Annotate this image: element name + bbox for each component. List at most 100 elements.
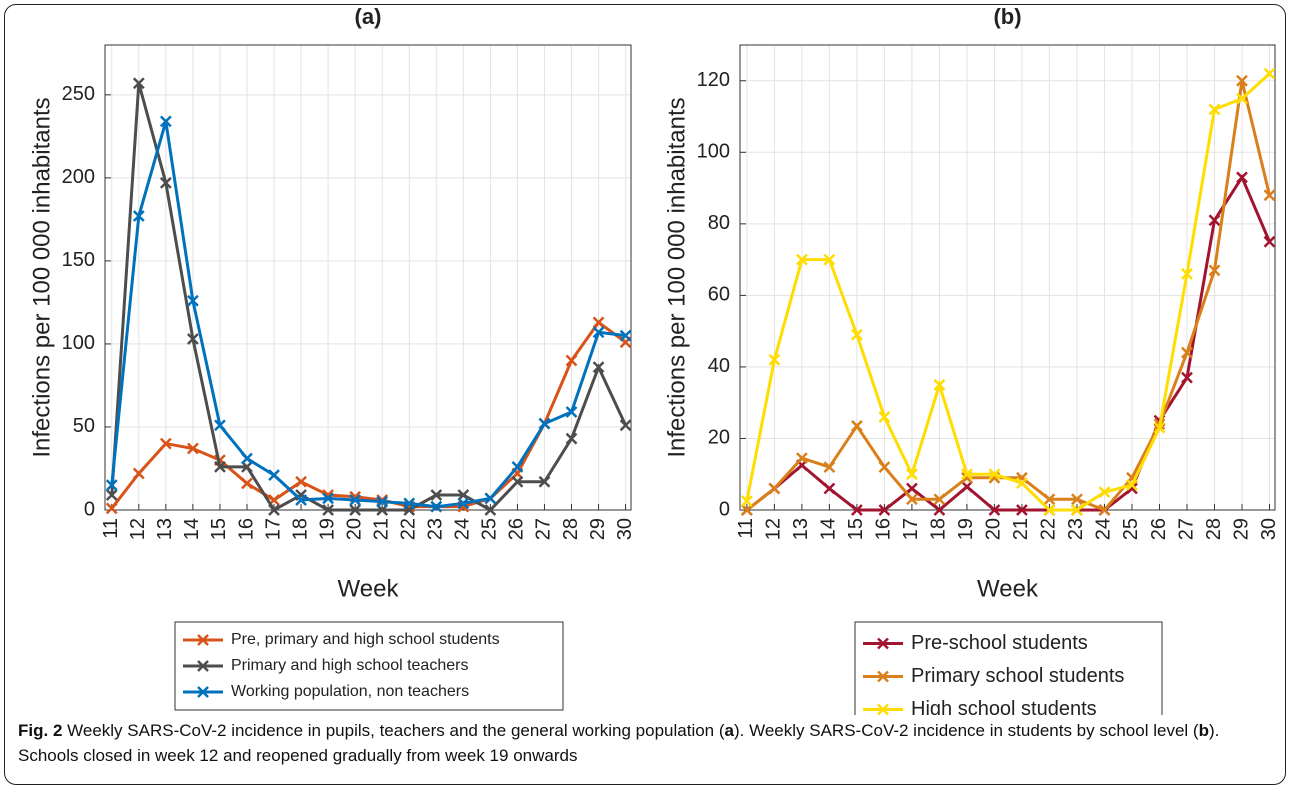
x-tick-label: 26 bbox=[1148, 518, 1170, 540]
x-tick-label: 15 bbox=[208, 518, 230, 540]
marker bbox=[511, 475, 524, 488]
marker bbox=[768, 353, 781, 366]
marker bbox=[851, 420, 863, 432]
marker bbox=[1263, 67, 1276, 80]
marker bbox=[457, 497, 470, 510]
marker bbox=[295, 475, 307, 488]
marker bbox=[906, 482, 918, 495]
x-tick-label: 25 bbox=[479, 518, 501, 540]
marker bbox=[1208, 103, 1221, 116]
series-line bbox=[110, 120, 626, 509]
marker bbox=[268, 469, 280, 482]
plot-area bbox=[740, 45, 1275, 510]
x-tick-label: 24 bbox=[452, 518, 474, 540]
y-tick-label: 60 bbox=[708, 284, 730, 306]
x-tick-label: 20 bbox=[983, 518, 1005, 540]
marker bbox=[768, 482, 781, 495]
marker bbox=[1098, 486, 1111, 498]
x-tick-label: 21 bbox=[1010, 518, 1032, 540]
x-tick-label: 12 bbox=[763, 518, 785, 540]
marker bbox=[796, 452, 808, 465]
y-tick-label: 120 bbox=[697, 69, 730, 91]
x-tick-label: 20 bbox=[343, 518, 365, 540]
caption-text: a bbox=[724, 721, 734, 740]
marker bbox=[1071, 504, 1083, 516]
y-tick-label: 100 bbox=[62, 332, 95, 354]
marker bbox=[1236, 171, 1248, 184]
x-tick-label: 17 bbox=[900, 518, 922, 540]
x-tick-label: 11 bbox=[100, 518, 122, 539]
marker bbox=[740, 504, 753, 516]
figure-frame bbox=[4, 4, 1286, 785]
marker bbox=[1263, 189, 1276, 202]
x-tick-label: 19 bbox=[316, 518, 338, 540]
marker bbox=[268, 504, 280, 516]
marker bbox=[105, 479, 118, 491]
marker bbox=[376, 495, 389, 508]
x-tick-label: 29 bbox=[1230, 518, 1252, 540]
marker bbox=[1263, 235, 1276, 248]
caption-text: b bbox=[1198, 721, 1209, 740]
x-tick-label: 18 bbox=[289, 518, 311, 540]
marker bbox=[1126, 479, 1138, 491]
marker bbox=[565, 406, 578, 418]
legend-label: Pre-school students bbox=[911, 632, 1088, 654]
x-tick-label: 12 bbox=[127, 518, 149, 540]
x-tick-label: 29 bbox=[587, 518, 609, 540]
marker bbox=[851, 504, 863, 516]
legend-label: Pre, primary and high school students bbox=[231, 631, 500, 648]
marker bbox=[349, 504, 362, 516]
marker bbox=[961, 480, 973, 493]
marker bbox=[430, 489, 443, 501]
marker bbox=[796, 253, 808, 266]
y-tick-label: 40 bbox=[708, 355, 730, 377]
x-tick-label: 22 bbox=[1038, 518, 1060, 540]
marker bbox=[159, 437, 172, 450]
marker bbox=[159, 115, 172, 128]
marker bbox=[1016, 504, 1028, 516]
marker bbox=[511, 460, 524, 473]
marker bbox=[1071, 493, 1083, 506]
marker bbox=[933, 378, 946, 391]
y-tick-label: 200 bbox=[62, 166, 95, 188]
marker bbox=[619, 329, 632, 342]
marker bbox=[988, 468, 1001, 481]
marker bbox=[1208, 264, 1221, 277]
legend-marker bbox=[877, 703, 889, 715]
x-tick-label: 24 bbox=[1093, 518, 1115, 540]
series-line bbox=[745, 72, 1271, 512]
x-tick-label: 16 bbox=[873, 518, 895, 540]
legend-marker bbox=[877, 670, 889, 683]
chart-title: (b) bbox=[993, 4, 1021, 29]
x-tick-label: 23 bbox=[425, 518, 447, 540]
legend-box bbox=[174, 621, 564, 711]
marker bbox=[538, 417, 551, 430]
marker bbox=[1208, 214, 1221, 227]
marker bbox=[132, 210, 145, 222]
marker bbox=[1181, 371, 1193, 384]
marker bbox=[105, 502, 118, 515]
x-tick-label: 28 bbox=[560, 518, 582, 540]
x-tick-label: 27 bbox=[1175, 518, 1197, 540]
marker bbox=[214, 460, 226, 473]
y-tick-label: 150 bbox=[62, 249, 95, 271]
marker bbox=[105, 489, 118, 501]
marker bbox=[187, 294, 199, 307]
marker bbox=[565, 354, 578, 367]
marker bbox=[159, 176, 172, 189]
legend-marker bbox=[197, 660, 209, 672]
x-tick-label: 13 bbox=[790, 518, 812, 540]
caption-text: ). Weekly SARS-CoV-2 incidence in studen… bbox=[734, 721, 1199, 740]
marker bbox=[823, 253, 836, 266]
legend-marker bbox=[197, 686, 209, 698]
marker bbox=[823, 461, 836, 473]
x-tick-label: 17 bbox=[262, 518, 284, 540]
marker bbox=[988, 504, 1001, 516]
marker bbox=[1016, 477, 1028, 490]
marker bbox=[187, 333, 199, 345]
marker bbox=[1236, 92, 1248, 105]
marker bbox=[214, 419, 226, 432]
marker bbox=[906, 468, 918, 481]
marker bbox=[1236, 74, 1248, 87]
y-tick-label: 80 bbox=[708, 212, 730, 234]
